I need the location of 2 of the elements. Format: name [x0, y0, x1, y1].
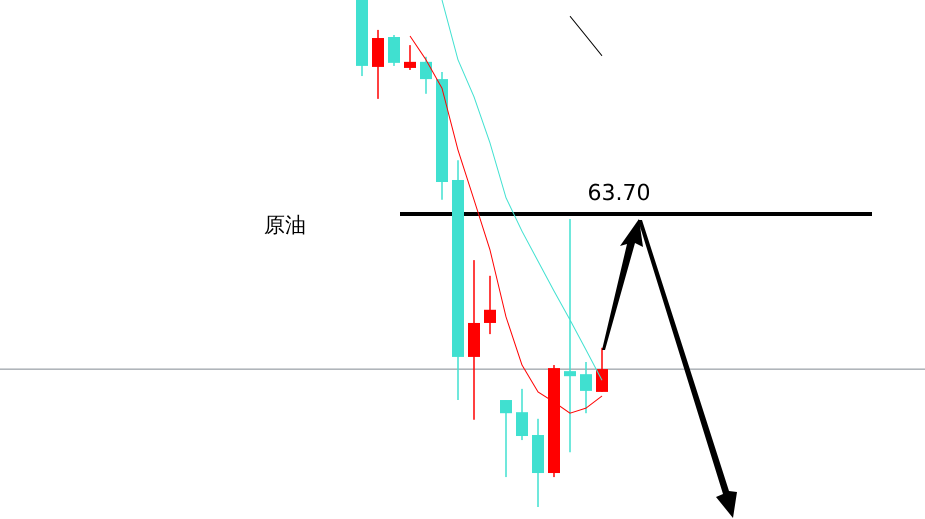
annotation: 63.70	[588, 181, 650, 206]
text: 原油	[264, 213, 306, 237]
